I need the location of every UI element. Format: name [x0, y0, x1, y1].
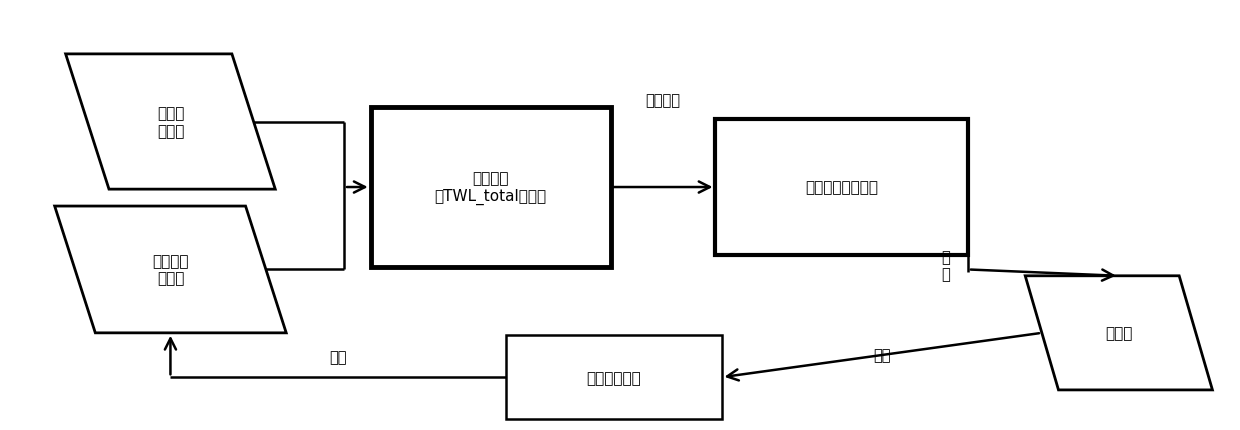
- Text: 提取: 提取: [330, 350, 347, 365]
- Bar: [506, 335, 722, 420]
- Text: 动态参数
（TWL_total）优化: 动态参数 （TWL_total）优化: [434, 171, 547, 204]
- Bar: [715, 120, 968, 255]
- Text: 实际生产系统: 实际生产系统: [587, 370, 641, 385]
- Text: 指导: 指导: [873, 347, 890, 362]
- Polygon shape: [1025, 276, 1213, 390]
- Text: 粗日生
产计划: 粗日生 产计划: [156, 106, 184, 138]
- Text: 优化参数: 优化参数: [646, 92, 681, 108]
- Text: 投料单: 投料单: [1105, 326, 1132, 341]
- Text: 生产线实
时状态: 生产线实 时状态: [153, 254, 188, 286]
- Bar: [371, 108, 611, 268]
- Polygon shape: [55, 206, 286, 333]
- Text: 负荷均衡投料控制: 负荷均衡投料控制: [805, 180, 878, 195]
- Polygon shape: [66, 55, 275, 190]
- Text: 生
成: 生 成: [941, 249, 950, 282]
